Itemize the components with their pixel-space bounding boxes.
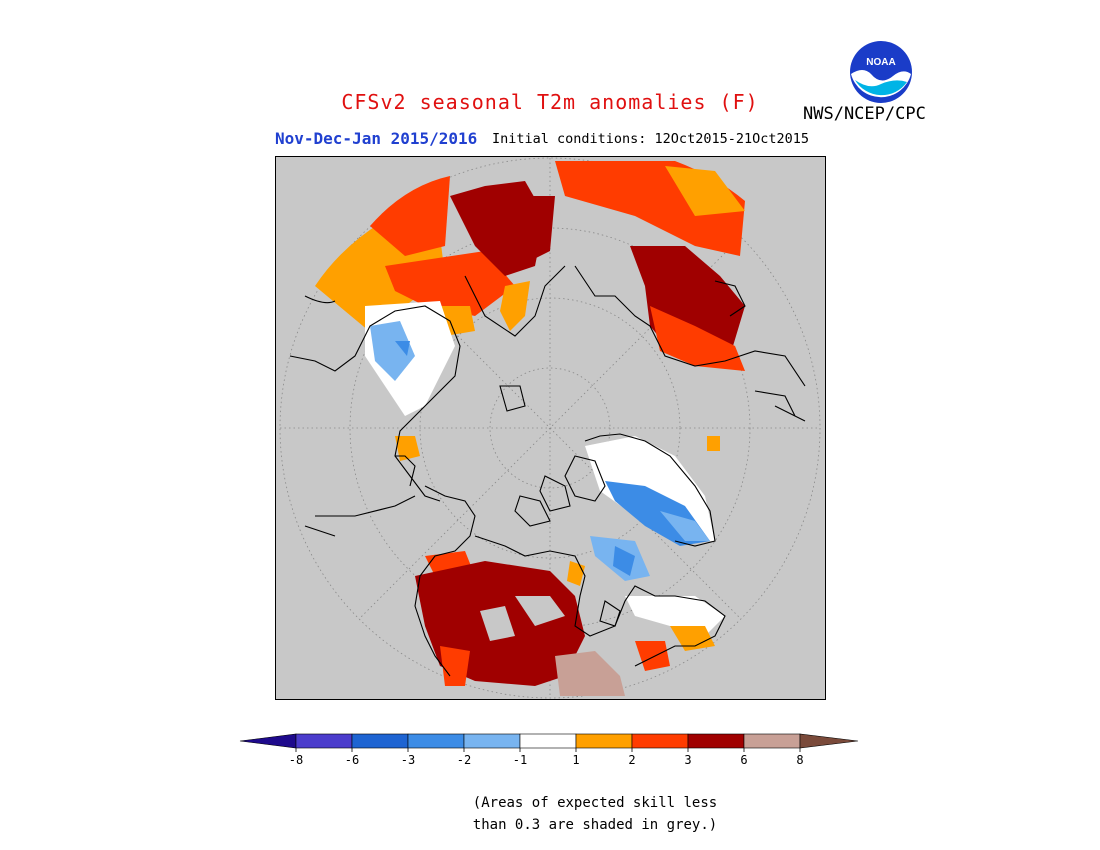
legend-swatch: [799, 733, 859, 749]
initial-conditions: Initial conditions: 12Oct2015-21Oct2015: [492, 131, 809, 147]
skill-note: (Areas of expected skill less than 0.3 a…: [0, 792, 1100, 836]
legend-label: -1: [513, 753, 527, 767]
color-legend: -8 -6 -3 -2 -1 1 2 3 6 8: [239, 733, 859, 767]
legend-swatch: [351, 733, 409, 749]
legend-swatch: [687, 733, 745, 749]
anomaly-fields: [315, 161, 745, 696]
legend-swatch: [575, 733, 633, 749]
chart-title: CFSv2 seasonal T2m anomalies (F): [341, 90, 759, 114]
legend-label: -3: [401, 753, 415, 767]
legend-swatch: [631, 733, 689, 749]
agency-label: NWS/NCEP/CPC: [803, 104, 926, 124]
legend-label: -2: [457, 753, 471, 767]
legend-label: 6: [740, 753, 747, 767]
legend-label: 3: [684, 753, 691, 767]
skill-note-line: than 0.3 are shaded in grey.): [472, 817, 718, 833]
legend-swatch: [743, 733, 801, 749]
legend-label: 1: [572, 753, 579, 767]
legend-swatch: [463, 733, 521, 749]
forecast-period: Nov-Dec-Jan 2015/2016: [275, 129, 478, 148]
legend-label: 2: [628, 753, 635, 767]
logo-text: NOAA: [866, 57, 895, 68]
coastlines: [289, 265, 806, 677]
legend-swatch: [239, 733, 297, 749]
polar-map: [275, 156, 826, 700]
legend-label: 8: [796, 753, 803, 767]
legend-label: -8: [289, 753, 303, 767]
legend-swatch: [519, 733, 577, 749]
legend-swatch: [295, 733, 353, 749]
noaa-logo-icon: NOAA: [850, 41, 912, 103]
legend-label: -6: [345, 753, 359, 767]
legend-swatch: [407, 733, 465, 749]
skill-note-line: (Areas of expected skill less: [472, 795, 718, 811]
